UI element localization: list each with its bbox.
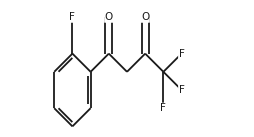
Text: O: O (105, 12, 113, 22)
Text: F: F (179, 49, 184, 59)
Text: F: F (70, 12, 75, 22)
Text: F: F (179, 85, 184, 95)
Text: O: O (141, 12, 149, 22)
Text: F: F (161, 103, 166, 113)
